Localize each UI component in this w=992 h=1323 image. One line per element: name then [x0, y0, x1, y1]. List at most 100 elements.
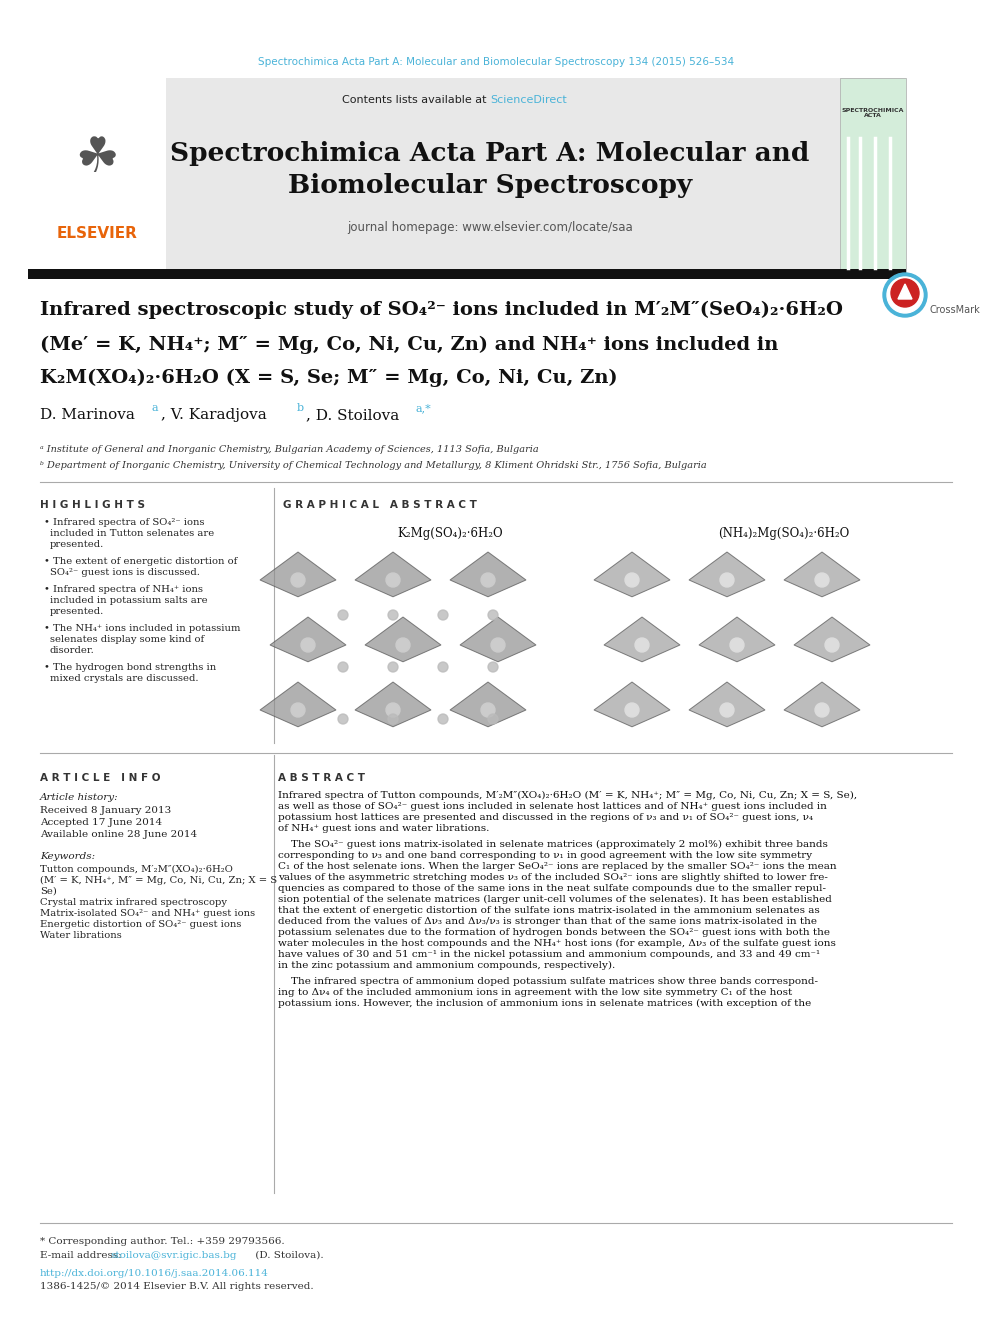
Text: Water librations: Water librations — [40, 931, 122, 941]
Text: • The extent of energetic distortion of: • The extent of energetic distortion of — [44, 557, 237, 566]
Text: Infrared spectroscopic study of SO₄²⁻ ions included in M′₂M″(SeO₄)₂·6H₂O: Infrared spectroscopic study of SO₄²⁻ io… — [40, 300, 843, 319]
Text: Crystal matrix infrared spectroscopy: Crystal matrix infrared spectroscopy — [40, 898, 227, 908]
Text: ☘: ☘ — [75, 134, 119, 183]
Circle shape — [488, 714, 498, 724]
Text: C₁ of the host selenate ions. When the larger SeO₄²⁻ ions are replaced by the sm: C₁ of the host selenate ions. When the l… — [278, 863, 836, 871]
Text: in the zinc potassium and ammonium compounds, respectively).: in the zinc potassium and ammonium compo… — [278, 960, 615, 970]
Polygon shape — [270, 617, 346, 662]
Circle shape — [291, 703, 305, 717]
Text: quencies as compared to those of the same ions in the neat sulfate compounds due: quencies as compared to those of the sam… — [278, 884, 826, 893]
Text: values of the asymmetric stretching modes ν₃ of the included SO₄²⁻ ions are slig: values of the asymmetric stretching mode… — [278, 873, 828, 882]
Text: journal homepage: www.elsevier.com/locate/saa: journal homepage: www.elsevier.com/locat… — [347, 221, 633, 234]
Circle shape — [301, 638, 315, 652]
Polygon shape — [689, 552, 765, 597]
Circle shape — [388, 662, 398, 672]
Polygon shape — [594, 681, 670, 726]
Circle shape — [438, 610, 448, 620]
Text: potassium selenates due to the formation of hydrogen bonds between the SO₄²⁻ gue: potassium selenates due to the formation… — [278, 927, 830, 937]
Text: CrossMark: CrossMark — [930, 306, 981, 315]
Text: Infrared spectra of Tutton compounds, M′₂M″(XO₄)₂·6H₂O (M′ = K, NH₄⁺; M″ = Mg, C: Infrared spectra of Tutton compounds, M′… — [278, 791, 857, 800]
Text: 1386-1425/© 2014 Elsevier B.V. All rights reserved.: 1386-1425/© 2014 Elsevier B.V. All right… — [40, 1282, 313, 1291]
Circle shape — [338, 662, 348, 672]
Text: a: a — [152, 404, 159, 413]
Text: sion potential of the selenate matrices (larger unit-cell volumes of the selenat: sion potential of the selenate matrices … — [278, 894, 832, 904]
Text: (M′ = K, NH₄⁺, M″ = Mg, Co, Ni, Cu, Zn; X = S: (M′ = K, NH₄⁺, M″ = Mg, Co, Ni, Cu, Zn; … — [40, 876, 277, 885]
Text: Received 8 January 2013: Received 8 January 2013 — [40, 806, 172, 815]
Text: ᵃ Institute of General and Inorganic Chemistry, Bulgarian Academy of Sciences, 1: ᵃ Institute of General and Inorganic Che… — [40, 446, 539, 455]
Text: * Corresponding author. Tel.: +359 29793566.: * Corresponding author. Tel.: +359 29793… — [40, 1237, 285, 1246]
Bar — [28, 78, 906, 273]
Circle shape — [635, 638, 649, 652]
Circle shape — [891, 279, 919, 307]
Text: Keywords:: Keywords: — [40, 852, 95, 861]
Text: ELSEVIER: ELSEVIER — [57, 225, 138, 241]
Text: , V. Karadjova: , V. Karadjova — [161, 407, 267, 422]
Text: Accepted 17 June 2014: Accepted 17 June 2014 — [40, 818, 162, 827]
Circle shape — [720, 573, 734, 587]
Circle shape — [491, 638, 505, 652]
Text: K₂Mg(SO₄)₂·6H₂O: K₂Mg(SO₄)₂·6H₂O — [397, 528, 503, 541]
Text: disorder.: disorder. — [50, 646, 95, 655]
Text: included in potassium salts are: included in potassium salts are — [50, 595, 207, 605]
Text: D. Marinova: D. Marinova — [40, 407, 135, 422]
Text: of NH₄⁺ guest ions and water librations.: of NH₄⁺ guest ions and water librations. — [278, 824, 489, 833]
Circle shape — [730, 638, 744, 652]
Circle shape — [338, 610, 348, 620]
Circle shape — [488, 610, 498, 620]
Circle shape — [438, 714, 448, 724]
Circle shape — [825, 638, 839, 652]
Circle shape — [396, 638, 410, 652]
Text: Spectrochimica Acta Part A: Molecular and: Spectrochimica Acta Part A: Molecular an… — [171, 140, 809, 165]
Text: , D. Stoilova: , D. Stoilova — [306, 407, 399, 422]
Circle shape — [481, 573, 495, 587]
Text: The infrared spectra of ammonium doped potassium sulfate matrices show three ban: The infrared spectra of ammonium doped p… — [278, 976, 818, 986]
Circle shape — [338, 714, 348, 724]
Polygon shape — [898, 284, 912, 299]
Polygon shape — [604, 617, 680, 662]
Polygon shape — [260, 681, 336, 726]
Bar — [283, 520, 951, 745]
Text: A B S T R A C T: A B S T R A C T — [278, 773, 365, 783]
Polygon shape — [355, 552, 431, 597]
Polygon shape — [689, 681, 765, 726]
Circle shape — [488, 662, 498, 672]
Text: • Infrared spectra of SO₄²⁻ ions: • Infrared spectra of SO₄²⁻ ions — [44, 519, 204, 527]
Circle shape — [386, 703, 400, 717]
Text: SPECTROCHIMICA
ACTA: SPECTROCHIMICA ACTA — [842, 107, 905, 118]
Text: http://dx.doi.org/10.1016/j.saa.2014.06.114: http://dx.doi.org/10.1016/j.saa.2014.06.… — [40, 1269, 269, 1278]
Bar — [28, 78, 166, 273]
Text: ing to Δν₄ of the included ammonium ions in agreement with the low site symmetry: ing to Δν₄ of the included ammonium ions… — [278, 988, 793, 998]
Text: Contents lists available at: Contents lists available at — [342, 95, 490, 105]
Circle shape — [625, 573, 639, 587]
Text: mixed crystals are discussed.: mixed crystals are discussed. — [50, 673, 198, 683]
Text: Available online 28 June 2014: Available online 28 June 2014 — [40, 830, 197, 839]
Circle shape — [720, 703, 734, 717]
Text: b: b — [297, 404, 305, 413]
Text: • The NH₄⁺ ions included in potassium: • The NH₄⁺ ions included in potassium — [44, 624, 240, 632]
Text: presented.: presented. — [50, 607, 104, 617]
Circle shape — [887, 277, 923, 314]
Text: • Infrared spectra of NH₄⁺ ions: • Infrared spectra of NH₄⁺ ions — [44, 585, 203, 594]
Text: deduced from the values of Δν₃ and Δν₃/ν₃ is stronger than that of the same ions: deduced from the values of Δν₃ and Δν₃/ν… — [278, 917, 817, 926]
Polygon shape — [450, 552, 526, 597]
Circle shape — [291, 573, 305, 587]
Text: G R A P H I C A L   A B S T R A C T: G R A P H I C A L A B S T R A C T — [283, 500, 477, 509]
Polygon shape — [594, 552, 670, 597]
Circle shape — [815, 573, 829, 587]
Circle shape — [481, 703, 495, 717]
Text: • The hydrogen bond strengths in: • The hydrogen bond strengths in — [44, 663, 216, 672]
Bar — [840, 78, 906, 273]
Polygon shape — [460, 617, 536, 662]
Text: (NH₄)₂Mg(SO₄)₂·6H₂O: (NH₄)₂Mg(SO₄)₂·6H₂O — [718, 528, 849, 541]
Text: A R T I C L E   I N F O: A R T I C L E I N F O — [40, 773, 161, 783]
Text: have values of 30 and 51 cm⁻¹ in the nickel potassium and ammonium compounds, an: have values of 30 and 51 cm⁻¹ in the nic… — [278, 950, 820, 959]
Circle shape — [388, 714, 398, 724]
Text: ᵇ Department of Inorganic Chemistry, University of Chemical Technology and Metal: ᵇ Department of Inorganic Chemistry, Uni… — [40, 462, 706, 471]
Text: E-mail address:: E-mail address: — [40, 1252, 122, 1259]
Text: presented.: presented. — [50, 540, 104, 549]
Polygon shape — [794, 617, 870, 662]
Text: selenates display some kind of: selenates display some kind of — [50, 635, 204, 644]
Polygon shape — [365, 617, 441, 662]
Text: stoilova@svr.igic.bas.bg: stoilova@svr.igic.bas.bg — [110, 1252, 236, 1259]
Text: a,*: a,* — [416, 404, 432, 413]
